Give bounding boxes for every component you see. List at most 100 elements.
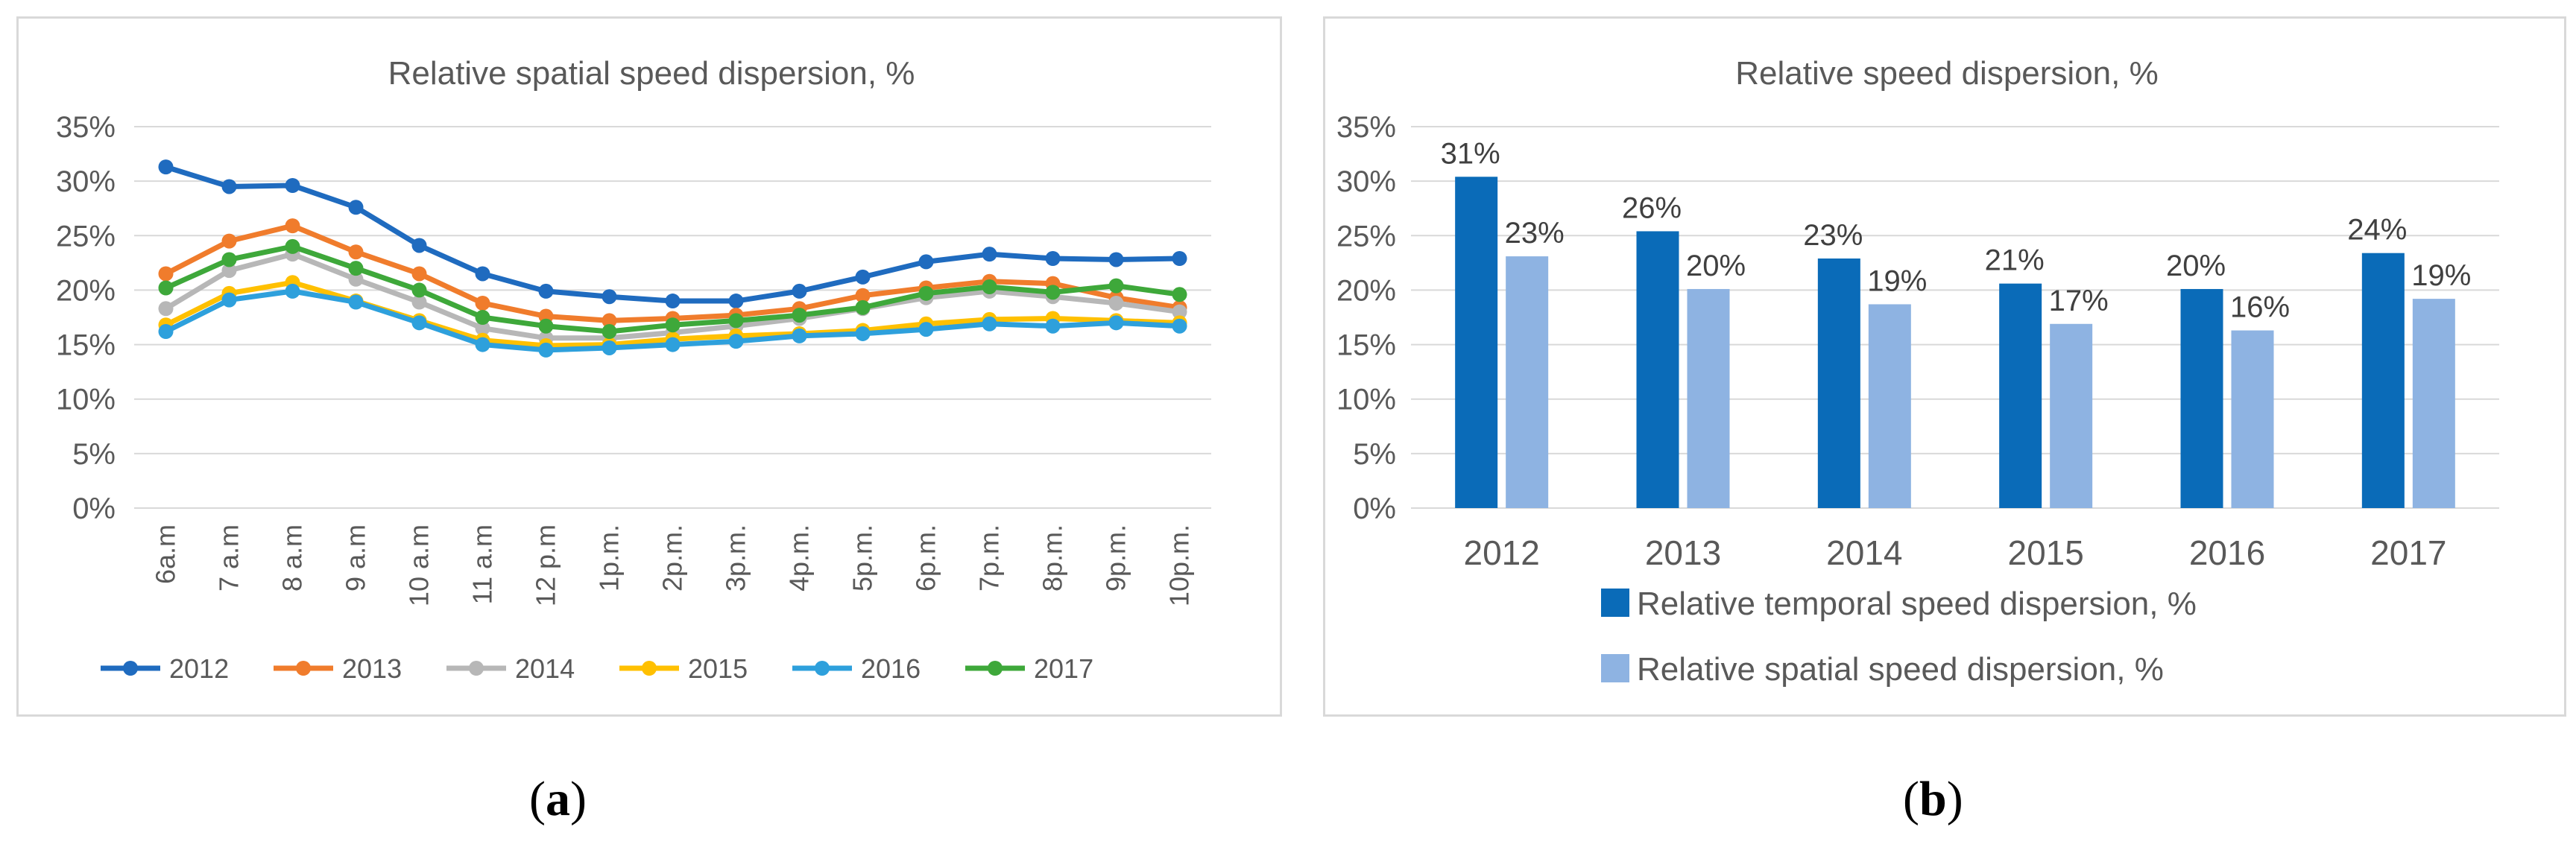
caption-a-open: (: [529, 772, 546, 826]
data-point-2016: [1172, 318, 1187, 334]
legend-marker-2017: [988, 661, 1003, 676]
caption-b-close: ): [1946, 772, 1963, 826]
data-label: 19%: [2411, 259, 2471, 292]
caption-a-letter: a: [545, 772, 570, 826]
data-label: 19%: [1867, 264, 1927, 297]
y-tick-label: 10%: [1336, 384, 1396, 416]
data-point-2012: [855, 269, 871, 285]
legend-marker-2013: [296, 661, 311, 676]
data-point-2016: [475, 337, 490, 352]
data-point-2016: [538, 342, 554, 358]
data-label: 20%: [1686, 250, 1746, 282]
data-point-2016: [665, 337, 681, 352]
x-tick-label: 12 p.m: [531, 524, 561, 606]
data-point-2014: [348, 271, 364, 287]
legend-marker-2014: [469, 661, 484, 676]
legend-label: 2013: [342, 653, 402, 684]
data-point-2017: [348, 261, 364, 276]
bar-2013-s0: [1636, 231, 1679, 508]
data-label: 16%: [2230, 291, 2290, 324]
data-point-2012: [602, 289, 617, 305]
line-chart: Relative spatial speed dispersion, % 0% 5%…: [56, 55, 1211, 684]
data-point-2017: [1045, 285, 1061, 300]
y-tick-label: 35%: [56, 111, 116, 144]
bar-2017-s0: [2361, 253, 2405, 508]
data-point-2017: [158, 280, 174, 296]
x-tick-label: 7 a.m: [214, 524, 244, 591]
data-point-2013: [475, 295, 490, 311]
data-point-2013: [221, 233, 237, 249]
data-point-2017: [221, 252, 237, 267]
y-tick-label: 25%: [56, 220, 116, 253]
data-point-2017: [855, 299, 871, 315]
bar-2013-s1: [1687, 288, 1730, 508]
y-tick-label: 20%: [1336, 274, 1396, 307]
data-point-2017: [665, 317, 681, 333]
data-label: 24%: [2347, 214, 2407, 247]
x-tick-label: 9 a.m: [341, 524, 371, 591]
legend-label: 2015: [688, 653, 748, 684]
data-point-2014: [1172, 304, 1187, 320]
data-label: 23%: [1803, 219, 1863, 252]
x-tick-label: 2015: [2007, 533, 2083, 572]
legend-label: Relative temporal speed dispersion, %: [1637, 586, 2197, 622]
data-point-2017: [918, 285, 934, 301]
chart-title: Relative spatial speed dispersion, %: [388, 55, 915, 92]
data-point-2012: [411, 238, 427, 253]
x-tick-label: 7p.m.: [974, 524, 1005, 591]
legend-marker-2016: [815, 661, 830, 676]
data-point-2017: [1172, 287, 1187, 302]
x-tick-label: 8p.m.: [1038, 524, 1068, 591]
x-tick-label: 6p.m.: [911, 524, 941, 591]
caption-a: (a): [529, 771, 587, 828]
bar-2016-s0: [2180, 288, 2223, 508]
data-point-2017: [538, 318, 554, 334]
data-point-2016: [855, 326, 871, 341]
data-point-2013: [411, 266, 427, 282]
data-point-2012: [348, 200, 364, 215]
x-tick-label: 4p.m.: [784, 524, 815, 591]
data-point-2017: [285, 238, 300, 254]
x-tick-label: 3p.m.: [721, 524, 751, 591]
x-tick-label: 10p.m.: [1164, 524, 1195, 606]
data-point-2017: [792, 308, 807, 323]
y-tick-label: 5%: [72, 438, 116, 471]
y-tick-label: 35%: [1336, 111, 1396, 144]
data-label: 17%: [2049, 285, 2109, 317]
data-point-2013: [855, 288, 871, 303]
caption-a-close: ): [569, 772, 587, 826]
data-point-2016: [348, 294, 364, 310]
legend-swatch-s1: [1601, 654, 1629, 682]
legend-label: 2012: [169, 653, 229, 684]
legend-marker-2012: [123, 661, 138, 676]
data-point-2016: [792, 328, 807, 343]
bar-2014-s1: [1868, 304, 1911, 508]
bar-2015-s1: [2050, 323, 2093, 508]
x-tick-label: 9p.m.: [1101, 524, 1131, 591]
data-label: 21%: [1985, 244, 2045, 277]
x-tick-label: 8 a.m: [277, 524, 308, 591]
y-tick-label: 15%: [56, 329, 116, 362]
chart-panel-a: Relative spatial speed dispersion, % 0% 5%…: [16, 16, 1282, 717]
bar-2016-s1: [2231, 330, 2274, 508]
data-point-2012: [221, 179, 237, 194]
data-point-2017: [475, 310, 490, 325]
data-point-2017: [728, 313, 744, 329]
chart-panel-b: Relative speed dispersion, % 0% 5% 10% 15% 20…: [1323, 16, 2566, 717]
y-tick-label: 5%: [1353, 438, 1396, 471]
x-tick-label: 11 a.m: [467, 524, 498, 604]
data-point-2017: [411, 282, 427, 298]
y-tick-label: 15%: [1336, 329, 1396, 362]
data-label: 26%: [1622, 191, 1682, 224]
caption-b-open: (: [1903, 772, 1919, 826]
data-point-2012: [728, 294, 744, 309]
bar-2012-s1: [1506, 256, 1549, 508]
data-point-2013: [158, 266, 174, 282]
bar-2017-s1: [2412, 299, 2455, 508]
y-tick-label: 0%: [72, 492, 116, 525]
x-tick-label: 2p.m.: [657, 524, 688, 591]
bar-2015-s0: [1999, 283, 2042, 508]
data-point-2016: [728, 334, 744, 349]
data-point-2014: [221, 263, 237, 279]
data-point-2016: [411, 315, 427, 331]
